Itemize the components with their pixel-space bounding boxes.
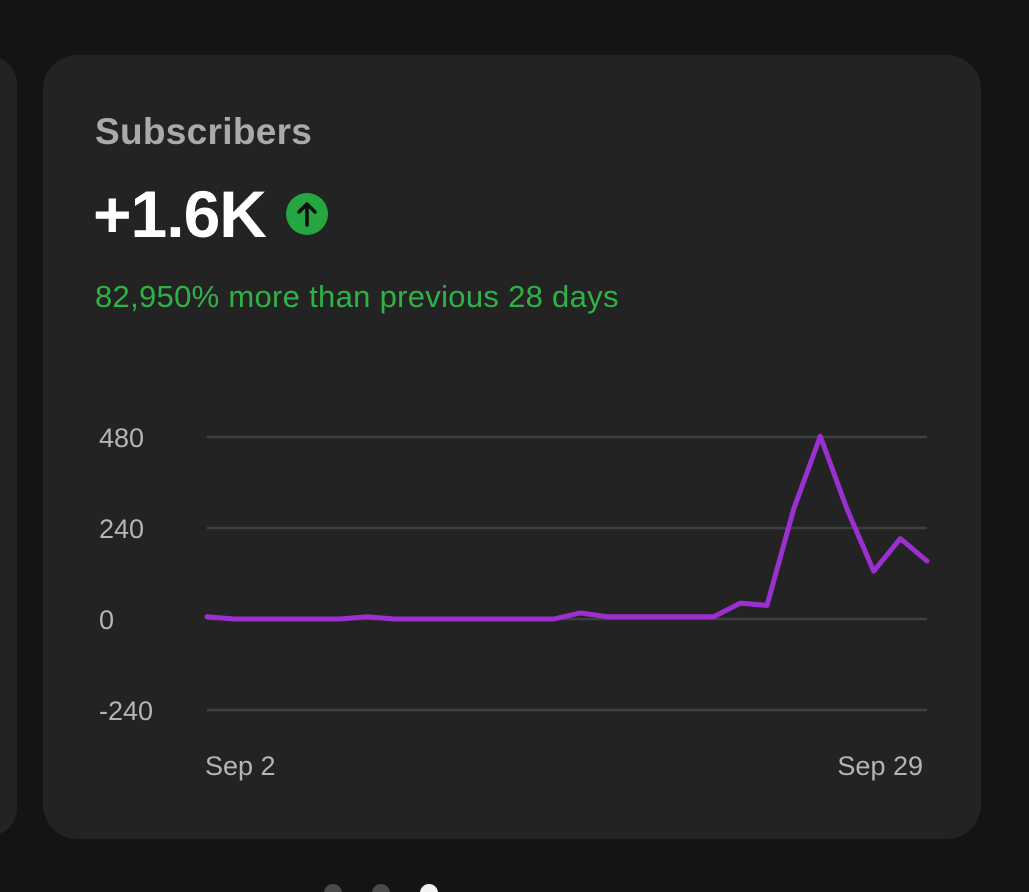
subscribers-card[interactable]: Subscribers +1.6K 82,950% more than prev… (43, 55, 981, 839)
page-indicator[interactable] (320, 884, 450, 892)
change-text: 82,950% more than previous 28 days (95, 279, 619, 314)
y-tick-label: 480 (99, 423, 144, 453)
page-dot[interactable] (324, 884, 342, 892)
y-tick-label: -240 (99, 696, 153, 726)
y-tick-label: 240 (99, 514, 144, 544)
page-dot[interactable] (372, 884, 390, 892)
card-title: Subscribers (95, 111, 313, 152)
series-line (204, 433, 930, 622)
metric-value: +1.6K (93, 177, 267, 251)
metric-row: +1.6K (93, 181, 328, 247)
arrow-up-glyph (297, 202, 317, 227)
arrow-up-icon (285, 193, 328, 235)
previous-card-edge[interactable] (0, 56, 17, 836)
page-dot-active[interactable] (420, 884, 438, 892)
x-tick-label: Sep 2 (205, 751, 276, 781)
y-tick-label: 0 (99, 605, 114, 635)
x-tick-label: Sep 29 (837, 751, 923, 781)
subscribers-line-chart: 480 240 0 -240 Sep 2 Sep 29 (99, 423, 930, 781)
